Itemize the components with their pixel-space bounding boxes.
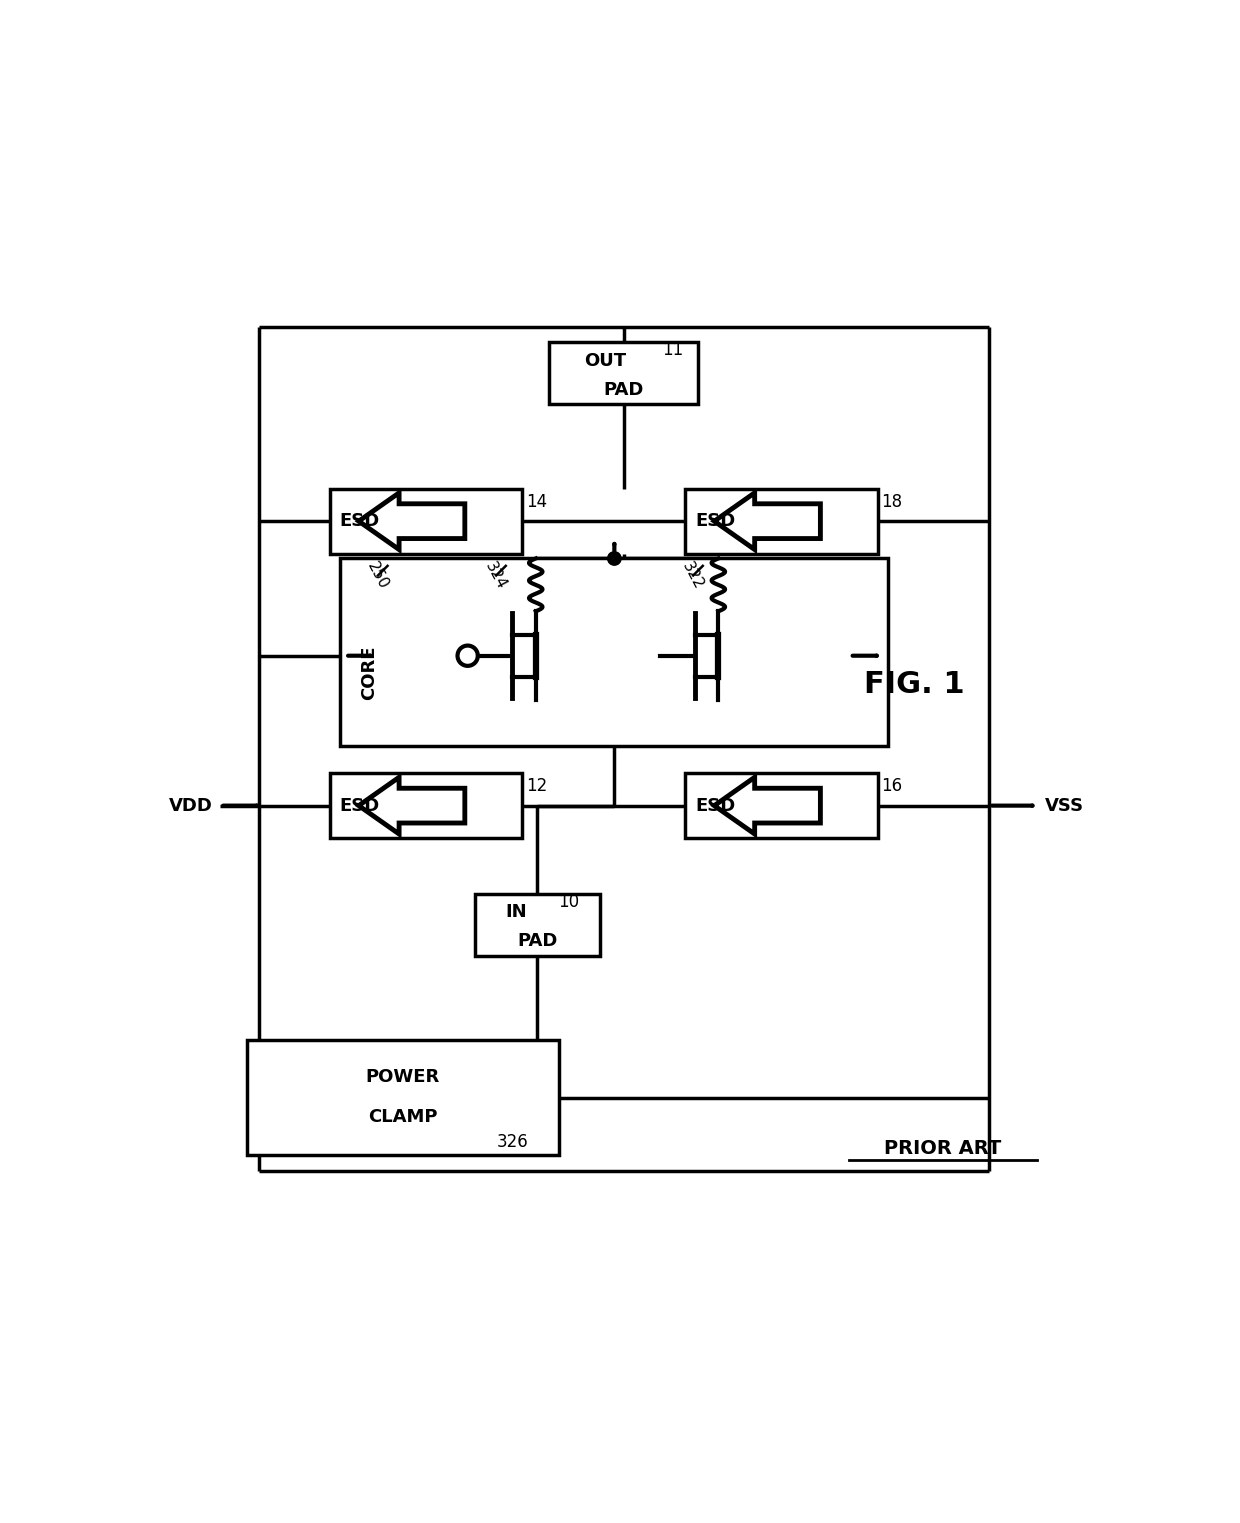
Text: ESD: ESD <box>696 797 735 815</box>
Polygon shape <box>714 777 821 835</box>
Text: PRIOR ART: PRIOR ART <box>884 1139 1002 1157</box>
Text: 10: 10 <box>559 892 580 911</box>
Text: CORE: CORE <box>361 646 378 701</box>
Bar <box>341 557 888 746</box>
Text: IN: IN <box>506 903 527 921</box>
Polygon shape <box>358 777 465 835</box>
Text: 324: 324 <box>481 559 508 592</box>
Text: 16: 16 <box>882 777 903 795</box>
Text: VSS: VSS <box>1045 797 1084 815</box>
Text: 14: 14 <box>526 492 547 510</box>
Text: OUT: OUT <box>584 352 626 370</box>
Text: ESD: ESD <box>696 512 735 530</box>
Circle shape <box>608 551 621 565</box>
Text: 322: 322 <box>678 559 706 592</box>
Text: PAD: PAD <box>604 381 644 399</box>
Bar <box>475 894 600 956</box>
Text: CLAMP: CLAMP <box>368 1109 438 1125</box>
Text: 12: 12 <box>526 777 547 795</box>
Text: 326: 326 <box>497 1133 528 1150</box>
Bar <box>686 774 878 838</box>
Bar <box>549 343 698 405</box>
Text: ESD: ESD <box>340 512 379 530</box>
Bar <box>247 1040 559 1156</box>
Bar <box>686 489 878 554</box>
Text: ESD: ESD <box>340 797 379 815</box>
Text: 18: 18 <box>882 492 903 510</box>
Text: VDD: VDD <box>169 797 213 815</box>
Text: FIG. 1: FIG. 1 <box>864 670 965 699</box>
Text: POWER: POWER <box>366 1068 440 1086</box>
Text: 11: 11 <box>662 341 683 359</box>
Bar <box>330 774 522 838</box>
Text: PAD: PAD <box>517 932 558 950</box>
Polygon shape <box>714 493 821 550</box>
Polygon shape <box>358 493 465 550</box>
Text: 250: 250 <box>365 559 392 592</box>
Bar <box>330 489 522 554</box>
